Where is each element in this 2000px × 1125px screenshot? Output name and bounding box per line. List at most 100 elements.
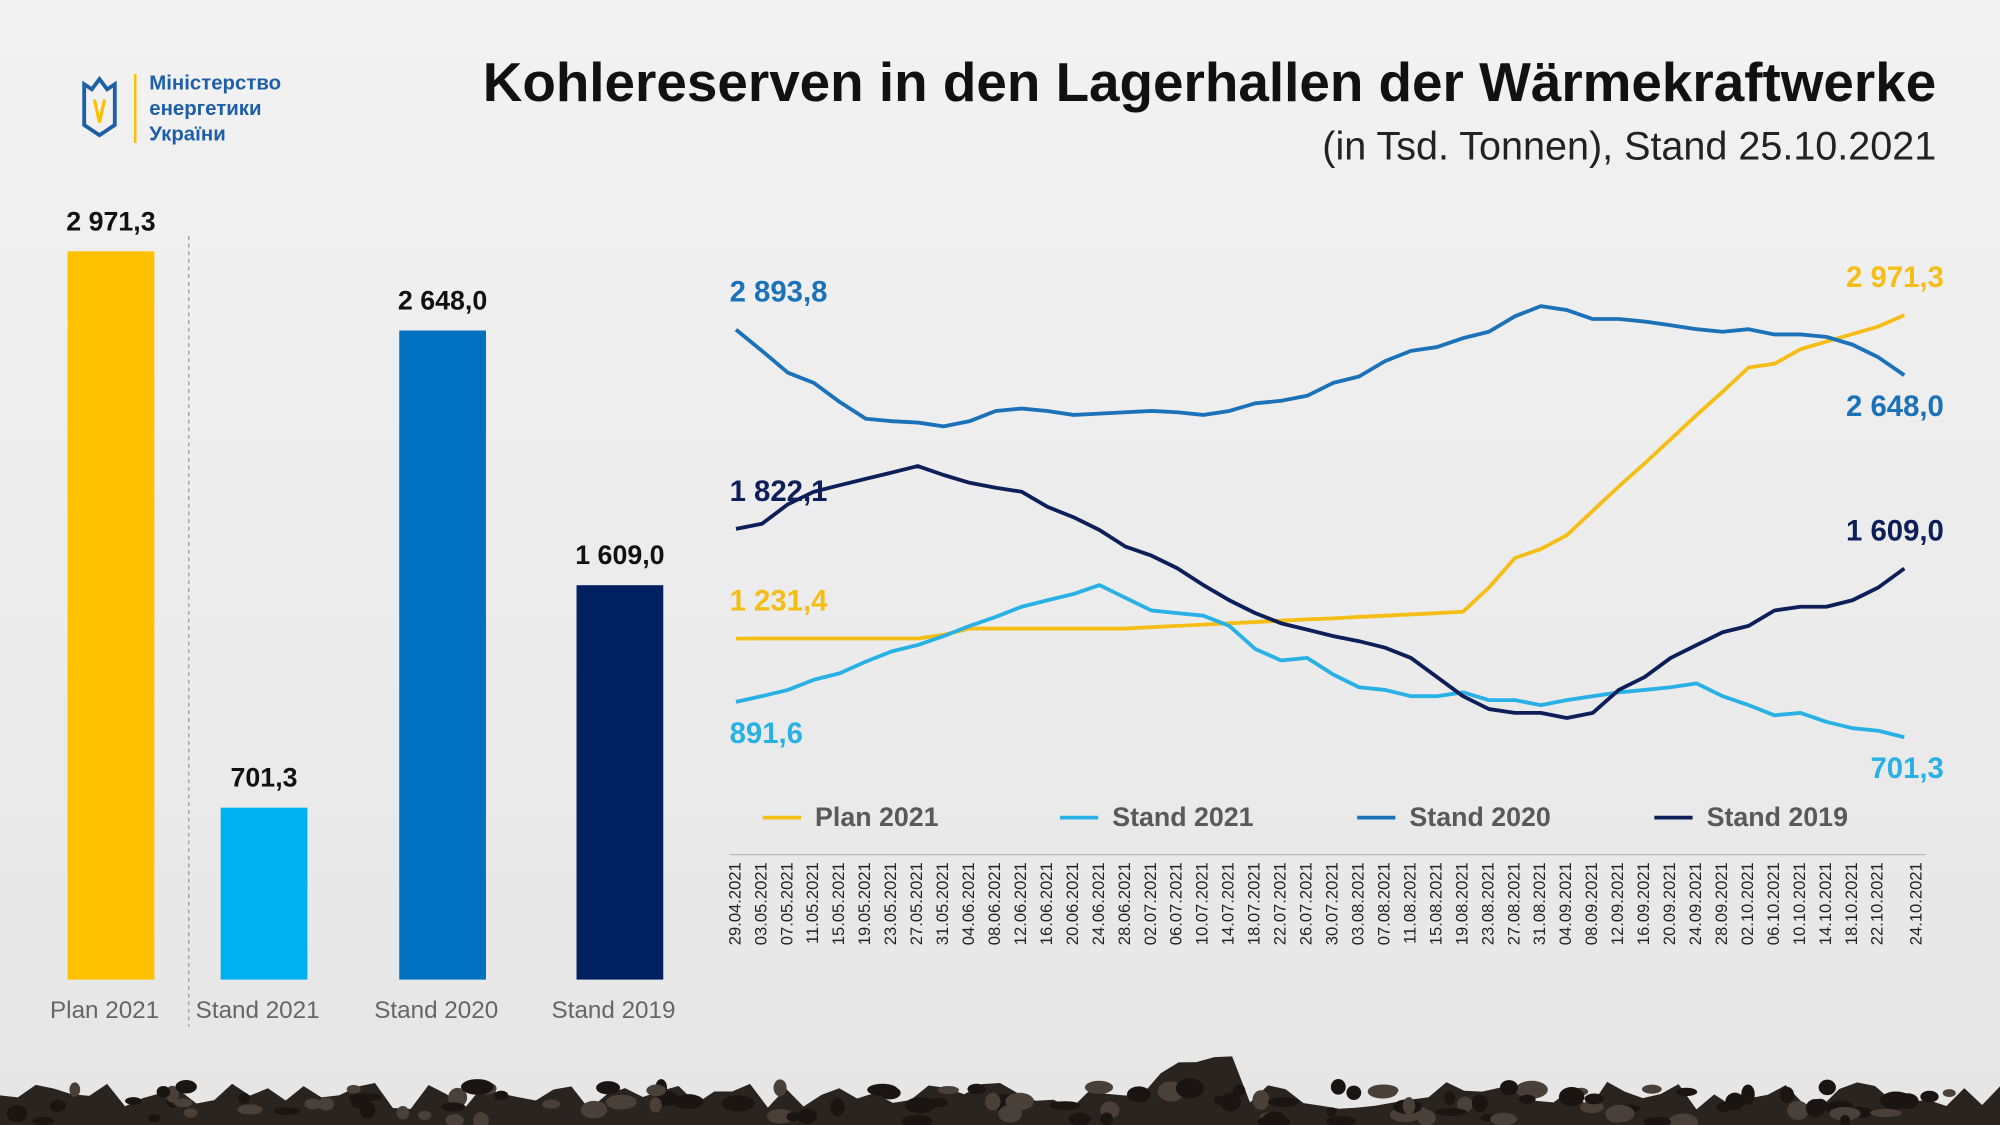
coal-lump <box>494 1090 509 1101</box>
coal-lump <box>1515 1080 1548 1099</box>
coal-lump <box>183 1108 198 1118</box>
coal-lump <box>1741 1084 1755 1105</box>
coal-lump <box>441 1102 466 1112</box>
coal-lump <box>1920 1090 1939 1103</box>
coal-decoration <box>0 1056 2000 1125</box>
title: Kohlereserven in den Lagerhallen der Wär… <box>483 51 1936 113</box>
x-tick-label: 18.10.2021 <box>1842 862 1861 945</box>
coal-lump <box>1005 1092 1035 1111</box>
logo-text: Міністерство <box>149 73 281 95</box>
coal-lump <box>175 1079 197 1094</box>
coal-lump <box>448 1087 468 1108</box>
coal-lump <box>596 1081 621 1095</box>
x-tick-label: 08.06.2021 <box>985 862 1004 945</box>
line-value-label: 2 648,0 <box>1846 390 1944 423</box>
coal-lump <box>904 1097 936 1114</box>
x-tick-label: 31.05.2021 <box>933 862 952 945</box>
line-value-label: 2 971,3 <box>1846 261 1944 294</box>
x-tick-label: 31.08.2021 <box>1530 862 1549 945</box>
coal-lump <box>879 1086 901 1100</box>
x-tick-label: 10.10.2021 <box>1790 862 1809 945</box>
coal-lump <box>1175 1078 1205 1099</box>
coal-lump <box>346 1084 361 1094</box>
coal-lump <box>672 1094 704 1110</box>
x-tick-label: 28.06.2021 <box>1115 862 1134 945</box>
x-tick-label: 16.06.2021 <box>1037 862 1056 945</box>
x-tick-label: 24.10.2021 <box>1906 862 1925 945</box>
x-tick-label: 23.05.2021 <box>881 862 900 945</box>
x-tick-label: 12.06.2021 <box>1011 862 1030 945</box>
coal-lump <box>985 1092 1001 1111</box>
subtitle: (in Tsd. Tonnen), Stand 25.10.2021 <box>1322 125 1936 169</box>
coal-lump <box>1675 1087 1698 1097</box>
coal-lump <box>649 1097 662 1113</box>
x-tick-label: 29.04.2021 <box>725 862 744 945</box>
x-tick-label: 15.05.2021 <box>829 862 848 945</box>
line-series <box>735 464 1906 720</box>
coal-lump <box>1779 1086 1795 1104</box>
legend-label: Stand 2021 <box>1112 802 1253 832</box>
coal-lump <box>580 1100 608 1119</box>
coal-lump <box>1829 1106 1861 1121</box>
x-tick-label: 10.07.2021 <box>1193 862 1212 945</box>
x-tick-label: 06.10.2021 <box>1764 862 1783 945</box>
coal-lump <box>1643 1116 1672 1125</box>
x-tick-label: 02.07.2021 <box>1141 862 1160 945</box>
bar-value-label: 2 971,3 <box>66 206 155 236</box>
coal-lump <box>1100 1112 1113 1125</box>
bar-value-label: 1 609,0 <box>575 540 664 570</box>
coal-lump <box>1126 1086 1151 1103</box>
coal-lump <box>1490 1112 1518 1125</box>
x-tick-label: 07.05.2021 <box>777 862 796 945</box>
x-tick-label: 23.08.2021 <box>1478 862 1497 945</box>
coal-lump <box>928 1097 948 1108</box>
line-value-label: 1 822,1 <box>730 475 828 508</box>
x-tick-label: 06.07.2021 <box>1167 862 1186 945</box>
coal-lump <box>417 1110 432 1120</box>
coal-lump <box>445 1114 464 1125</box>
coal-lump <box>1942 1089 1956 1098</box>
x-tick-label: 30.07.2021 <box>1323 862 1342 945</box>
coal-lump <box>1402 1097 1416 1115</box>
bar <box>220 807 308 980</box>
x-tick-label: 19.08.2021 <box>1452 862 1471 945</box>
coal-lump <box>1558 1087 1585 1107</box>
x-tick-label: 02.10.2021 <box>1738 862 1757 945</box>
coal-lump <box>237 1104 263 1115</box>
coal-pile <box>0 1056 2000 1125</box>
coal-lump <box>396 1106 410 1120</box>
x-tick-label: 03.05.2021 <box>751 862 770 945</box>
line-value-label: 1 609,0 <box>1846 515 1944 548</box>
legend-label: Stand 2019 <box>1707 802 1848 832</box>
x-tick-label: 20.09.2021 <box>1660 862 1679 945</box>
coal-lump <box>318 1097 335 1111</box>
coal-lump <box>1668 1113 1699 1125</box>
coal-lump <box>937 1086 960 1095</box>
logo: Міністерство енергетики України <box>82 73 281 146</box>
coal-lump <box>797 1108 818 1124</box>
x-tick-label: 22.07.2021 <box>1271 862 1290 945</box>
logo-text: енергетики <box>149 98 261 120</box>
line-value-label: 891,6 <box>730 717 803 750</box>
coal-lump <box>1840 1114 1851 1125</box>
x-tick-label: 20.06.2021 <box>1063 862 1082 945</box>
coal-lump <box>1811 1098 1828 1113</box>
coal-lump <box>1896 1093 1919 1110</box>
bar-value-label: 2 648,0 <box>398 286 487 316</box>
coal-lump <box>49 1099 67 1112</box>
coal-lump <box>304 1098 322 1110</box>
line-series <box>735 583 1905 740</box>
bar-value-label: 701,3 <box>231 763 298 793</box>
coal-lump <box>721 1095 755 1112</box>
coal-lump <box>1068 1112 1091 1125</box>
coal-lump <box>1434 1108 1468 1116</box>
coal-lump <box>173 1098 193 1108</box>
x-tick-label: 27.08.2021 <box>1504 862 1523 945</box>
coal-lump <box>1499 1080 1519 1096</box>
x-tick-label: 24.06.2021 <box>1089 862 1108 945</box>
coal-lump <box>1471 1094 1488 1113</box>
coal-lump <box>967 1083 986 1095</box>
coal-lump <box>350 1093 367 1109</box>
x-tick-label: 22.10.2021 <box>1868 862 1887 945</box>
